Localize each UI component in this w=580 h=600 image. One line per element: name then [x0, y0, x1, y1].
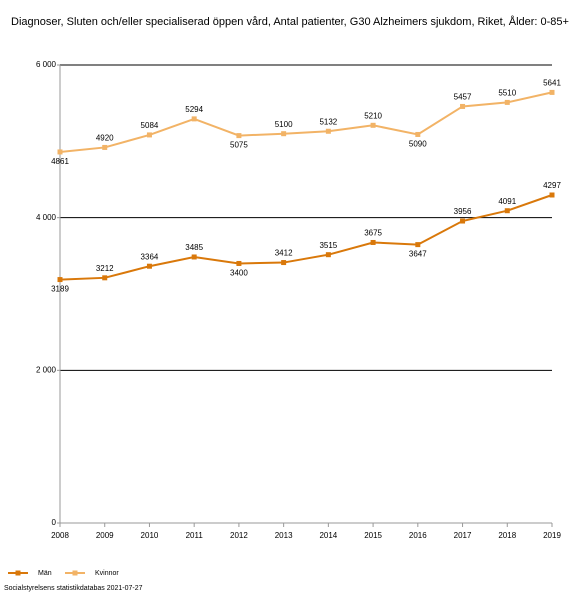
x-tick-label: 2018	[498, 531, 516, 540]
data-point	[460, 218, 466, 224]
x-tick-label: 2010	[141, 531, 159, 540]
data-point	[191, 116, 197, 122]
data-point	[57, 277, 63, 283]
data-label: 3515	[319, 241, 337, 250]
data-point	[236, 260, 242, 266]
data-label: 3956	[454, 207, 472, 216]
data-point	[236, 133, 242, 139]
x-tick-label: 2012	[230, 531, 248, 540]
data-label: 3400	[230, 269, 248, 278]
data-point	[325, 128, 331, 134]
x-tick-label: 2019	[543, 531, 561, 540]
data-point	[57, 149, 63, 155]
x-tick-label: 2017	[454, 531, 472, 540]
data-point	[415, 131, 421, 137]
x-tick-label: 2009	[96, 531, 114, 540]
data-point	[281, 131, 287, 137]
data-label: 3485	[185, 243, 203, 252]
data-point	[415, 242, 421, 248]
data-label: 5641	[543, 79, 561, 88]
y-tick-label: 6 000	[36, 60, 57, 69]
data-point	[460, 103, 466, 109]
series-line	[59, 91, 553, 153]
data-point	[549, 89, 555, 95]
x-tick-label: 2014	[319, 531, 337, 540]
data-label: 3412	[275, 249, 293, 258]
data-label: 3189	[51, 285, 69, 294]
data-label: 5510	[498, 89, 516, 98]
data-label: 3212	[96, 264, 114, 273]
data-point	[281, 260, 287, 266]
legend-label: Kvinnor	[95, 570, 119, 577]
series-line	[59, 194, 553, 281]
data-point	[191, 254, 197, 260]
data-point	[102, 144, 108, 150]
legend-label: Män	[38, 570, 52, 577]
x-tick-label: 2011	[186, 531, 204, 540]
data-point	[504, 208, 510, 214]
x-tick-label: 2013	[275, 531, 293, 540]
y-tick-label: 4 000	[36, 213, 57, 222]
y-tick-label: 0	[52, 518, 57, 527]
x-tick-label: 2016	[409, 531, 427, 540]
data-point	[102, 275, 108, 281]
legend-marker	[15, 570, 21, 576]
source-note: Socialstyrelsens statistikdatabas 2021-0…	[4, 585, 143, 592]
data-label: 5090	[409, 140, 427, 149]
data-label: 4297	[543, 181, 561, 190]
data-point	[146, 263, 152, 269]
data-label: 5210	[364, 111, 382, 120]
legend-marker	[72, 570, 78, 576]
data-label: 5084	[141, 121, 159, 130]
data-label: 5075	[230, 141, 248, 150]
y-tick-label: 2 000	[36, 365, 57, 374]
data-label: 5294	[185, 105, 203, 114]
data-label: 3647	[409, 250, 427, 259]
data-point	[504, 99, 510, 105]
data-label: 4920	[96, 134, 114, 143]
data-label: 3675	[364, 229, 382, 238]
data-point	[370, 122, 376, 128]
data-label: 4091	[498, 197, 516, 206]
data-label: 5457	[454, 93, 472, 102]
data-point	[370, 239, 376, 245]
x-tick-label: 2015	[364, 531, 382, 540]
data-point	[549, 192, 555, 198]
data-label: 3364	[141, 252, 159, 261]
chart-title: Diagnoser, Sluten och/eller specialisera…	[11, 15, 569, 28]
data-label: 4861	[51, 157, 69, 166]
data-point	[146, 132, 152, 138]
x-tick-label: 2008	[51, 531, 69, 540]
data-label: 5100	[275, 120, 293, 129]
data-label: 5132	[319, 117, 337, 126]
data-point	[325, 252, 331, 258]
